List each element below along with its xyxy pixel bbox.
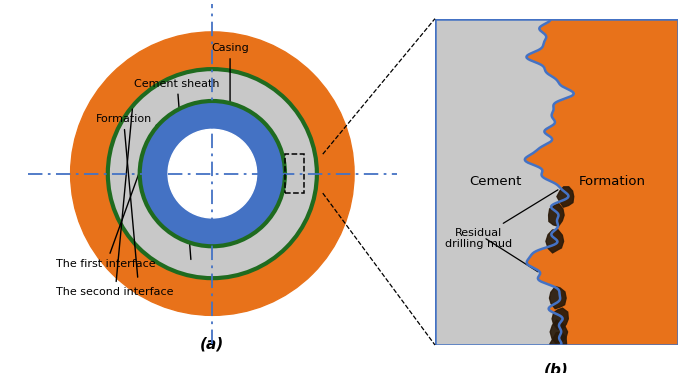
Polygon shape <box>550 320 568 343</box>
Circle shape <box>163 124 262 223</box>
Circle shape <box>71 32 354 316</box>
Polygon shape <box>549 286 566 308</box>
Bar <box>285 154 304 193</box>
Polygon shape <box>550 332 566 355</box>
Text: The first interface: The first interface <box>56 125 156 269</box>
Polygon shape <box>549 204 564 226</box>
Circle shape <box>108 69 317 278</box>
Text: Residual
drilling mud: Residual drilling mud <box>445 190 558 249</box>
Text: Formation: Formation <box>95 114 151 277</box>
Text: (b): (b) <box>544 362 569 373</box>
Text: Cement sheath: Cement sheath <box>134 79 220 260</box>
Text: Formation: Formation <box>579 175 646 188</box>
Polygon shape <box>546 230 564 253</box>
Circle shape <box>140 101 285 246</box>
Circle shape <box>168 129 257 218</box>
Text: (a): (a) <box>200 336 225 351</box>
Text: The second interface: The second interface <box>56 109 174 297</box>
Polygon shape <box>435 19 574 345</box>
Polygon shape <box>552 308 569 329</box>
Text: Casing: Casing <box>211 43 249 228</box>
Text: Cement: Cement <box>470 175 522 188</box>
Polygon shape <box>557 187 574 207</box>
